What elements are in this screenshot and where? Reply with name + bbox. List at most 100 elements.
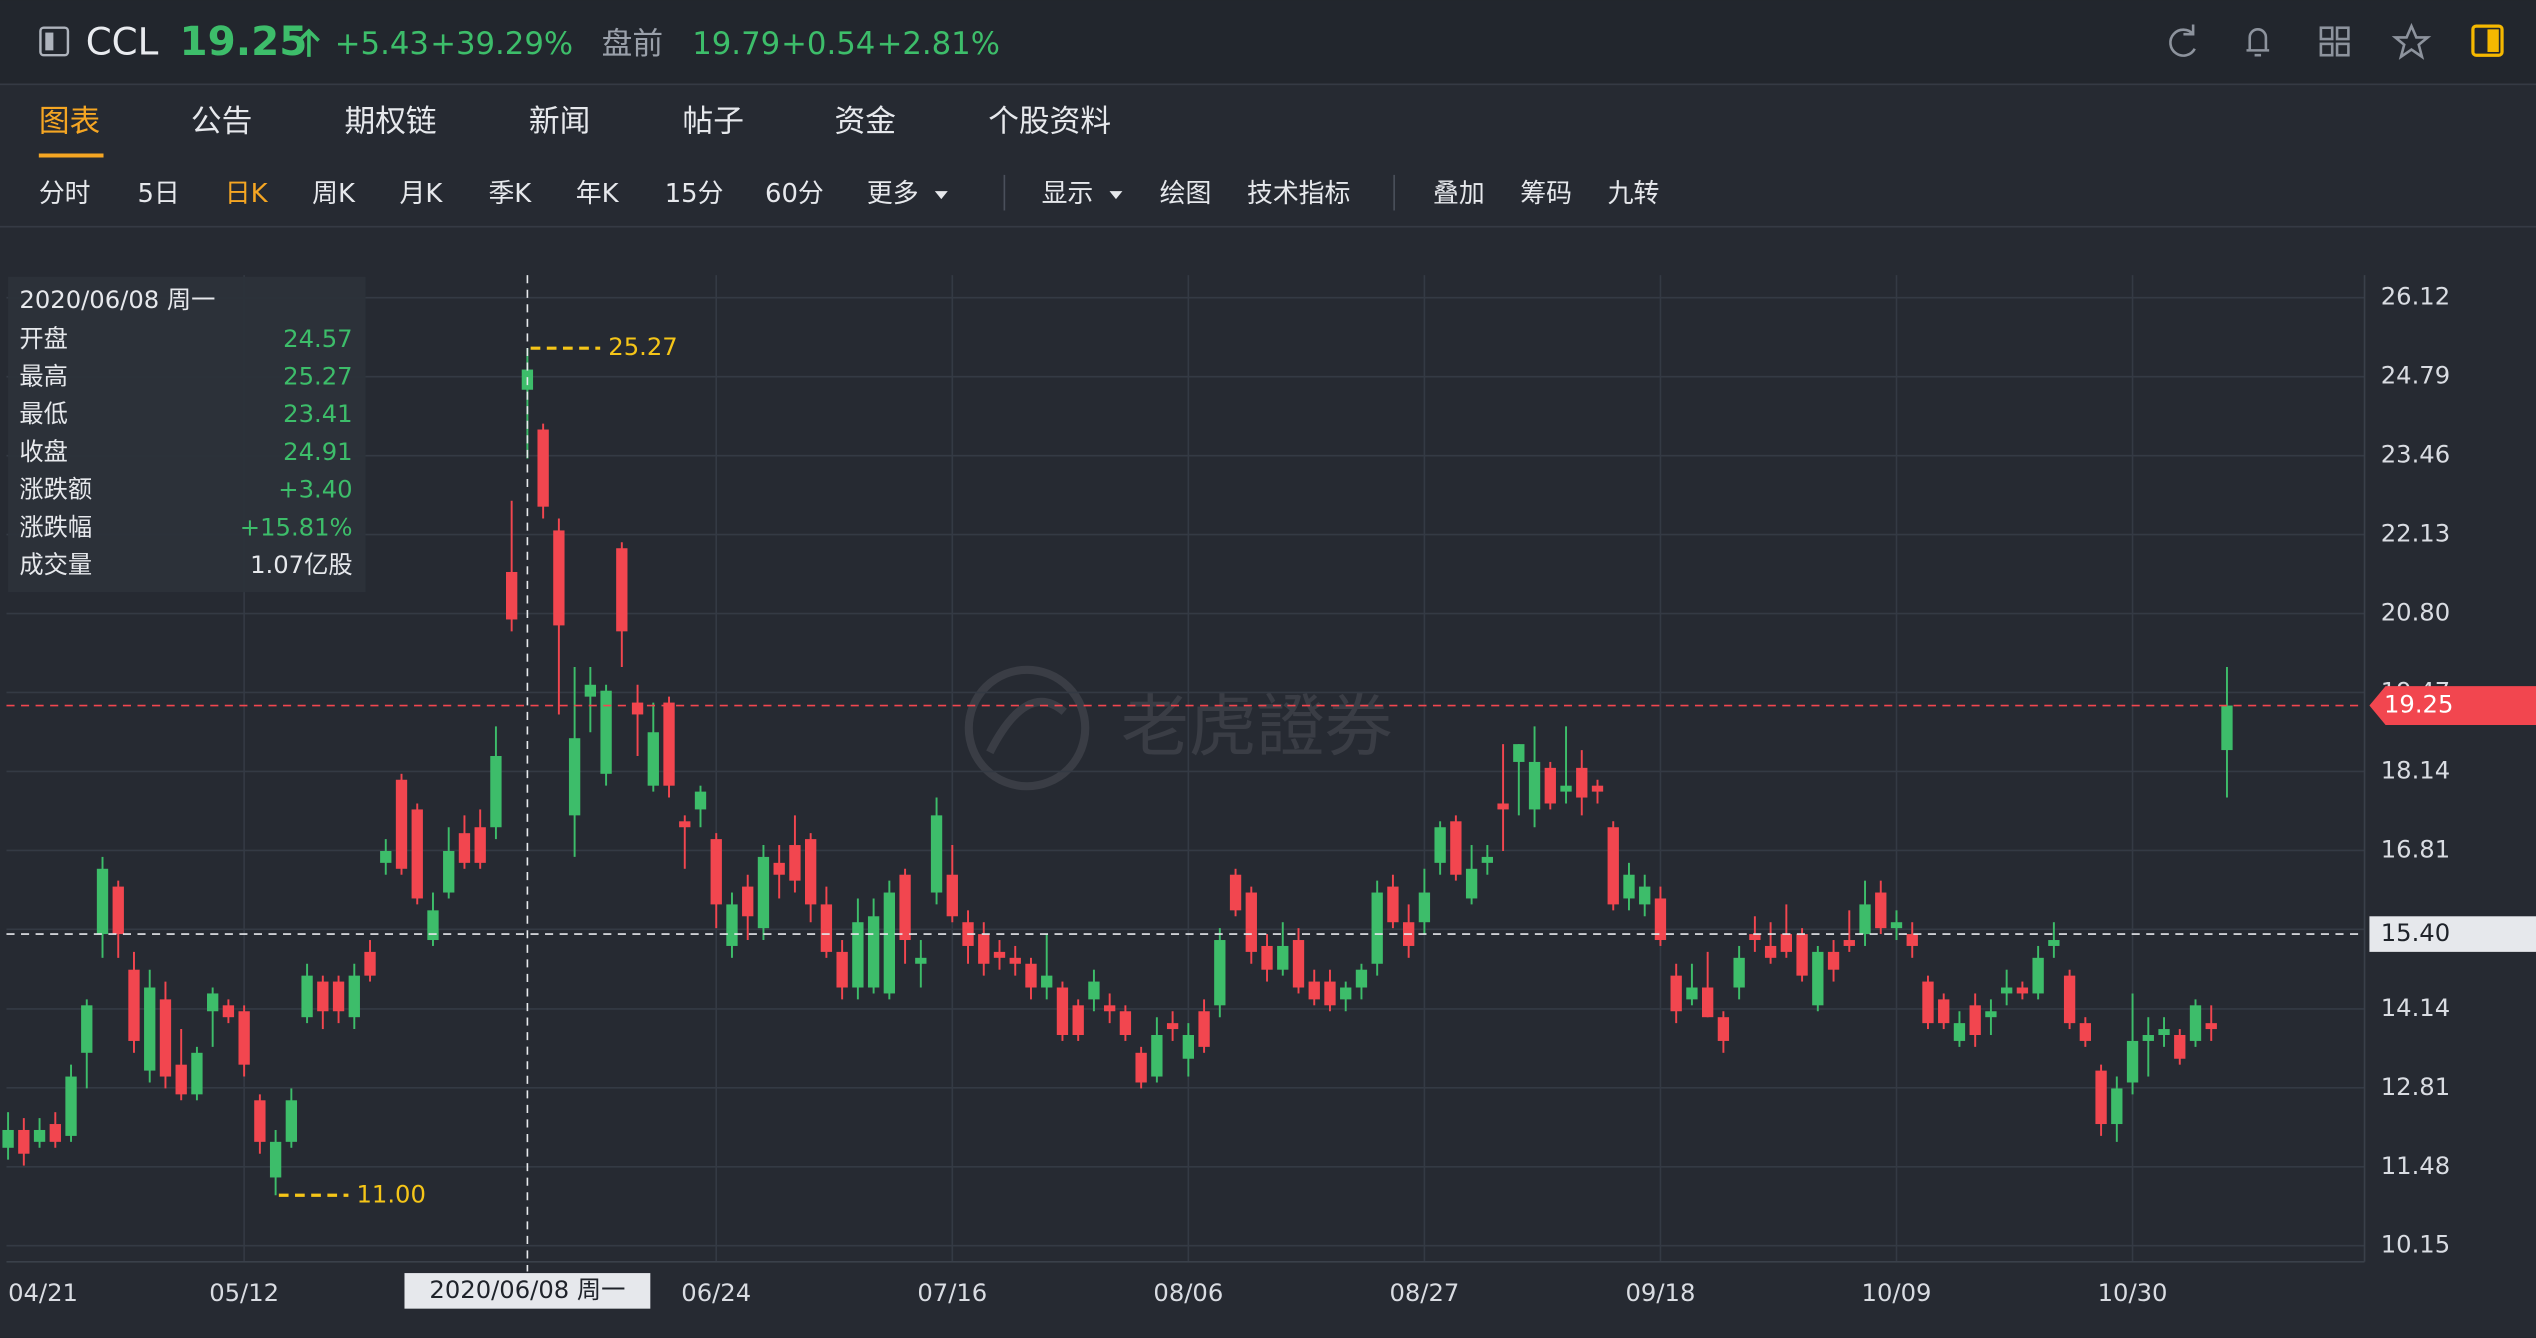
candle-body [2205,1023,2217,1030]
change-pct: +39.29% [430,26,573,62]
candle-body [1229,874,1242,911]
candle-body [616,548,628,632]
candle-body [1953,1023,1966,1041]
candle-body [663,702,675,786]
candle-body [395,779,408,869]
toolbar-button[interactable]: 日K [225,179,269,209]
candle-body [2189,1005,2202,1041]
toolbar-button[interactable]: 绘图 [1160,179,1212,209]
watermark-logo [964,665,1090,791]
x-tick-label: 10/09 [1862,1278,1932,1307]
candle-body [1749,934,1761,941]
toolbar-button[interactable]: 技术指标 [1247,179,1350,209]
y-tick-label: 14.14 [2381,993,2450,1022]
bell-icon[interactable] [2246,28,2270,57]
tab[interactable]: 图表 [39,104,100,140]
candle-body [993,951,1006,958]
crosshair-price: 15.40 [2381,918,2450,947]
info-label: 收盘 [19,437,68,466]
candle-body [867,916,880,988]
tab[interactable]: 个股资料 [988,104,1111,140]
candle-body [1182,1034,1195,1059]
toolbar-button[interactable]: 月K [399,179,443,209]
candle-body [1906,934,1918,946]
last-price-label: 19.25 [2384,690,2453,719]
candle-body [1056,987,1069,1035]
x-tick-label: 08/06 [1153,1278,1223,1307]
candle-body [1827,951,1840,970]
toolbar-button[interactable]: 显示 [1042,179,1094,209]
change: +5.43 [335,26,429,62]
toolbar-button[interactable]: 15分 [665,179,724,209]
candle-body [1686,987,1698,1000]
candle-body [647,732,659,786]
toolbar-button[interactable]: 60分 [765,179,824,209]
grid-icon-part [2335,26,2350,41]
candle-body [1639,886,1651,905]
candle-body [883,892,896,994]
candle-body [2079,1023,2092,1041]
tab-bar: 图表 公告 期权链 新闻 帖子 资金 个股资料 [39,104,1111,140]
candle-body [207,993,219,1012]
tab[interactable]: 期权链 [344,104,436,140]
y-tick-label: 26.12 [2381,282,2450,311]
candle-body [474,827,486,863]
candle-body [1340,987,1352,1000]
candle-body [1135,1052,1147,1083]
candle-body [1497,803,1509,810]
panel-toggle-icon [45,32,54,51]
panel-toggle[interactable] [39,26,70,57]
y-tick-label: 11.48 [2381,1151,2450,1180]
tab[interactable]: 新闻 [529,104,590,140]
candle-body [946,874,958,917]
info-label: 开盘 [19,324,68,353]
toolbar-button[interactable]: 5日 [137,179,179,209]
grid-icon-part [2335,42,2350,57]
toolbar-button[interactable]: 筹码 [1520,179,1572,209]
candle-body [1544,767,1556,804]
toolbar-button[interactable]: 季K [488,179,532,209]
toolbar-button[interactable]: 分时 [39,179,91,209]
info-date: 2020/06/08 周一 [19,285,215,314]
tab[interactable]: 帖子 [683,104,744,140]
candle-body [1009,957,1021,964]
candle-body [726,904,738,946]
candle-body [2126,1040,2139,1083]
candle-body [1371,892,1383,964]
candle-body [33,1129,46,1142]
x-tick-label: 09/18 [1626,1278,1696,1307]
candle-body [96,868,109,935]
candle-body [805,839,817,905]
candle-body [1324,981,1336,1006]
up-arrow [297,28,320,57]
refresh-icon[interactable] [2169,24,2196,57]
tab[interactable]: 资金 [835,104,896,140]
candle-body [1922,981,1934,1024]
x-tick-label: 05/12 [209,1278,279,1307]
premarket-pct: +2.81% [877,26,1000,62]
candle-body [1245,892,1257,952]
candle-body [1355,969,1368,988]
toolbar-button[interactable]: 周K [312,179,356,209]
candle-body [1670,975,1682,1012]
toolbar-button[interactable]: 年K [576,179,620,209]
toolbar-button[interactable]: 九转 [1608,179,1660,209]
tab[interactable]: 公告 [191,104,252,140]
candle-body [443,850,455,893]
candle-body [679,821,691,828]
grid-icon[interactable] [2319,26,2334,41]
candle-body [852,922,864,988]
watermark-text: 老虎證券 [1121,688,1393,767]
toolbar-button[interactable]: 更多 [867,179,919,209]
star-icon[interactable] [2391,22,2432,60]
candle-body [2048,940,2060,946]
layout-icon[interactable] [2471,24,2504,57]
candle-body [789,845,801,881]
candle-body [1623,874,1635,899]
y-tick-label: 16.81 [2381,834,2450,863]
candle-body [1717,1017,1730,1041]
header-icons [2169,22,2432,60]
candle-body [1119,1011,1132,1035]
toolbar-button[interactable]: 叠加 [1433,179,1485,209]
